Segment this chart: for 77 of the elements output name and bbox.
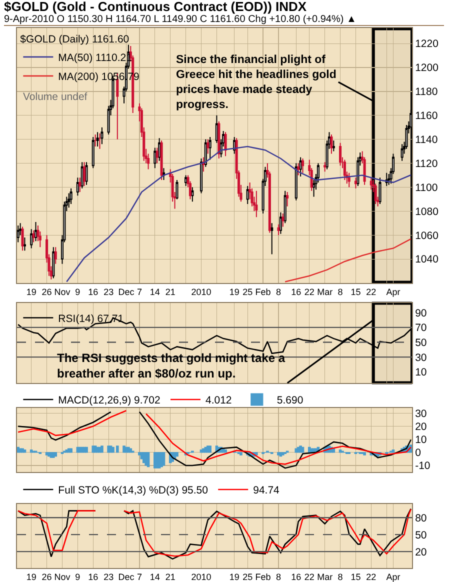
x-tick-label: Dec	[118, 572, 135, 582]
x-tick-label: 23	[104, 572, 114, 582]
legend-label: MACD(12,26,9) 9.702	[58, 394, 160, 407]
x-tick-label: 2010	[191, 572, 212, 582]
chart-title: $GOLD (Gold - Continuous Contract (EOD)) INDX	[4, 0, 308, 14]
y-tick-label: 30	[415, 352, 427, 364]
x-tick-label: 2010	[191, 286, 212, 297]
x-tick-label: 8	[276, 286, 281, 297]
legend-label: 5.690	[276, 394, 304, 407]
y-tick-label: 80	[415, 512, 427, 524]
x-tick-label: Apr	[386, 286, 400, 297]
x-tick-label: Nov	[54, 572, 71, 582]
y-tick-label: 50	[415, 529, 427, 542]
y-tick-label: 1080	[415, 206, 439, 218]
x-tick-label: 14	[150, 572, 160, 582]
legend-label: Full STO %K(14,3) %D(3) 95.50	[58, 484, 208, 497]
x-tick-label: 19	[229, 286, 240, 297]
x-tick-label: 22	[304, 286, 314, 297]
y-tick-label: 70	[415, 322, 427, 334]
y-tick-label: 1160	[415, 110, 438, 122]
x-tick-label: 22	[304, 572, 314, 582]
x-tick-label: 8	[338, 572, 343, 582]
x-tick-label: 25	[242, 286, 253, 297]
y-tick-label: 0	[415, 447, 422, 460]
y-tick-label: 1040	[415, 254, 439, 266]
x-tick-label: Apr	[386, 572, 400, 582]
y-tick-label: 10	[415, 434, 427, 446]
x-tick-label: 21	[165, 286, 176, 297]
x-tick-label: 14	[150, 286, 160, 297]
x-tick-label: 9	[75, 286, 80, 297]
x-tick-label: 19	[26, 286, 36, 297]
y-tick-label: 20	[415, 420, 427, 433]
x-tick-label: 21	[165, 572, 176, 582]
y-tick-label: 1100	[415, 182, 438, 194]
x-tick-label: 25	[242, 572, 253, 582]
x-tick-label: 22	[366, 572, 376, 582]
y-tick-label: 1120	[415, 158, 438, 170]
x-tick-label: 15	[350, 572, 361, 582]
y-tick-label: 50	[415, 336, 427, 349]
x-tick-label: 8	[276, 572, 281, 582]
x-tick-label: Mar	[317, 286, 333, 297]
y-tick-label: 10	[415, 366, 427, 379]
x-tick-label: 26	[42, 286, 52, 297]
y-tick-label: 1220	[415, 38, 439, 50]
x-tick-label: 23	[104, 286, 114, 297]
x-tick-label: Nov	[54, 286, 71, 297]
x-tick-label: 9	[75, 572, 80, 582]
x-tick-label: 19	[229, 572, 240, 582]
x-tick-label: 7	[136, 286, 142, 297]
annotation: Volume undef	[23, 91, 88, 103]
x-tick-label: 8	[338, 286, 343, 297]
x-tick-label: 19	[26, 572, 36, 582]
x-tick-label: Mar	[317, 572, 333, 582]
y-tick-label: 90	[415, 307, 427, 320]
x-tick-label: Dec	[118, 286, 135, 297]
y-tick-label: 20	[415, 546, 427, 558]
legend-label: 94.74	[253, 484, 280, 497]
legend-title: $GOLD (Daily) 1161.60	[20, 33, 130, 46]
y-tick-label: -10	[415, 460, 430, 472]
x-tick-label: 16	[88, 286, 98, 297]
chart-subtitle: 9-Apr-2010 O 1150.30 H 1164.70 L 1149.90 C 1161.60 Chg +10.80 (+0.94%) ▲	[4, 14, 444, 26]
annotation: Since the financial plight of Greece hit the headlines gold prices have made steady progress.	[176, 54, 336, 111]
y-tick-label: 1200	[415, 62, 439, 74]
x-tick-label: 16	[291, 286, 302, 297]
x-tick-label: 16	[291, 572, 302, 582]
x-tick-label: 7	[136, 572, 142, 582]
x-tick-label: 15	[350, 286, 361, 297]
y-tick-label: 1140	[415, 134, 438, 146]
y-tick-label: 1060	[415, 230, 439, 242]
y-tick-label: 30	[415, 408, 427, 420]
y-tick-label: 1180	[415, 86, 438, 98]
x-tick-label: 26	[42, 572, 52, 582]
x-tick-label: Feb	[255, 572, 271, 582]
x-tick-label: Feb	[255, 286, 271, 297]
legend-label: 4.012	[205, 394, 232, 407]
x-tick-label: 16	[88, 572, 98, 582]
x-tick-label: 22	[366, 286, 376, 297]
